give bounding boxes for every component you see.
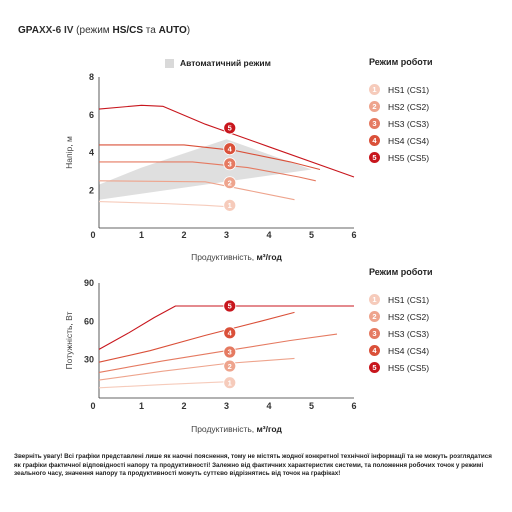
chart2-xtick-3: 3	[224, 401, 229, 411]
chart1-series-4-label: 4	[228, 144, 233, 153]
chart1-series-3-marker	[223, 157, 237, 171]
legend-top-label-1: HS1 (CS1)	[388, 84, 430, 95]
legend-bottom-item-4: 4 HS4 (CS4)	[367, 342, 507, 359]
chart2-xtick-0: 0	[90, 401, 95, 411]
legend-top-dot-1: 1	[369, 84, 380, 95]
legend-bottom-label-4: HS4 (CS4)	[388, 345, 430, 356]
chart2-series-1-label: 1	[228, 378, 232, 387]
legend-bottom-dot-4: 4	[369, 345, 380, 356]
legend-top-item-1: 1 HS1 (CS1)	[367, 81, 507, 98]
legend-bottom-label-1: HS1 (CS1)	[388, 294, 430, 305]
chart2-series-2-marker	[223, 359, 237, 373]
chart1-series-1-label: 1	[228, 201, 232, 210]
legend-top-item-5: 5 HS5 (CS5)	[367, 149, 507, 166]
chart2-x-title: Продуктивність, м³/год	[191, 424, 282, 434]
legend-bottom-dot-5: 5	[369, 362, 380, 373]
chart2-series-3-line	[98, 333, 338, 373]
legend-top-dot-5: 5	[369, 152, 380, 163]
legend-bottom-item-1: 1 HS1 (CS1)	[367, 291, 507, 308]
legend-bottom-dot-1: 1	[369, 294, 380, 305]
auto-mode-label: Автоматичний режим	[180, 58, 271, 68]
chart1-xtick-4: 4	[266, 230, 271, 240]
chart2-series-4-marker	[223, 326, 237, 340]
chart2-series-5-marker	[223, 299, 237, 313]
chart1-series-1-line	[98, 201, 236, 208]
chart1-series-3-label: 3	[228, 160, 232, 169]
auto-mode-legend: Автоматичний режим	[165, 58, 271, 68]
legend-top: Режим роботи 1 HS1 (CS1) 2 HS2 (CS2) 3 HS3 (C…	[367, 57, 507, 166]
legend-top-label-3: HS3 (CS3)	[388, 118, 430, 129]
legend-top-title: Режим роботи	[369, 57, 433, 67]
legend-bottom-label-3: HS3 (CS3)	[388, 328, 430, 339]
legend-bottom-label-5: HS5 (CS5)	[388, 362, 430, 373]
legend-top-item-2: 2 HS2 (CS2)	[367, 98, 507, 115]
chart2-series-4-label: 4	[228, 329, 233, 338]
chart2-xtick-1: 1	[139, 401, 144, 411]
legend-top-label-2: HS2 (CS2)	[388, 101, 430, 112]
chart1-ytick-2: 2	[89, 185, 94, 195]
legend-top-dot-3: 3	[369, 118, 380, 129]
chart1-series-5-line	[98, 104, 355, 178]
chart2-xtick-5: 5	[309, 401, 314, 411]
chart2-x-unit: м³/год	[257, 424, 283, 434]
legend-top-dot-2: 2	[369, 101, 380, 112]
legend-bottom-item-5: 5 HS5 (CS5)	[367, 359, 507, 376]
chart1-auto-region	[99, 139, 312, 200]
chart2-xtick-2: 2	[181, 401, 186, 411]
chart1-y-title: Напір, м	[64, 136, 74, 169]
chart1-xtick-6: 6	[351, 230, 356, 240]
chart1-xtick-3: 3	[224, 230, 229, 240]
charts-svg: 0 1 2 3 4 5 6 2 4 6 8 Продуктивність, м³/год Напір, …	[64, 72, 357, 434]
chart1-ytick-6: 6	[89, 110, 94, 120]
legend-top-item-4: 4 HS4 (CS4)	[367, 132, 507, 149]
chart2-series-2-label: 2	[228, 362, 232, 371]
chart2-series-5-label: 5	[228, 302, 232, 311]
chart1-xtick-5: 5	[309, 230, 314, 240]
chart1-series-2-label: 2	[228, 178, 232, 187]
chart2-y-title: Потужність, Вт	[64, 311, 74, 369]
chart1-series-5-label: 5	[228, 124, 232, 133]
chart1-series-4-marker	[223, 142, 237, 156]
legend-bottom-dot-2: 2	[369, 311, 380, 322]
chart2-ytick-30: 30	[84, 355, 94, 365]
chart2-series-1-marker	[223, 376, 237, 390]
chart1-series-1-marker	[223, 198, 237, 212]
legend-bottom-dot-3: 3	[369, 328, 380, 339]
chart2-series-2-line	[98, 357, 295, 381]
legend-bottom-item-2: 2 HS2 (CS2)	[367, 308, 507, 325]
chart1-x-title: Продуктивність, м³/год	[191, 252, 282, 262]
chart2-series-1-line	[98, 380, 236, 389]
chart1-series-5-marker	[223, 121, 237, 135]
legend-top-dot-4: 4	[369, 135, 380, 146]
chart2-series-3-label: 3	[228, 348, 232, 357]
chart2-series-4-line	[98, 311, 295, 363]
chart1-x-unit: м³/год	[257, 252, 283, 262]
legend-top-item-3: 3 HS3 (CS3)	[367, 115, 507, 132]
legend-top-label-5: HS5 (CS5)	[388, 152, 430, 163]
disclaimer-note: Зверніть увагу! Всі графіки представлені…	[14, 453, 492, 478]
chart-title: GPAXX-6 IV (режим HS/CS та AUTO)	[18, 25, 191, 36]
chart2-xtick-4: 4	[266, 401, 271, 411]
legend-bottom-item-3: 3 HS3 (CS3)	[367, 325, 507, 342]
chart1-xtick-0: 0	[90, 230, 95, 240]
chart1-ytick-4: 4	[89, 148, 94, 158]
chart2-xtick-6: 6	[351, 401, 356, 411]
legend-top-label-4: HS4 (CS4)	[388, 135, 430, 146]
auto-mode-swatch	[165, 58, 174, 68]
chart1-xtick-2: 2	[181, 230, 186, 240]
chart1-xtick-1: 1	[139, 230, 144, 240]
chart2-series-3-marker	[223, 345, 237, 359]
chart2-ytick-90: 90	[84, 278, 94, 288]
chart1-ytick-8: 8	[89, 72, 94, 82]
chart1-series-2-marker	[223, 176, 237, 190]
legend-bottom: Режим роботи 1 HS1 (CS1) 2 HS2 (CS2) 3 HS3 (C…	[367, 267, 507, 376]
legend-bottom-label-2: HS2 (CS2)	[388, 311, 430, 322]
legend-bottom-title: Режим роботи	[369, 267, 433, 277]
chart1-series-3-line	[99, 161, 316, 182]
chart2-ytick-60: 60	[84, 316, 94, 326]
